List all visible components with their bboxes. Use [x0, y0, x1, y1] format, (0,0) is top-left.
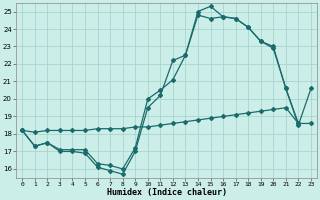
X-axis label: Humidex (Indice chaleur): Humidex (Indice chaleur): [107, 188, 227, 197]
